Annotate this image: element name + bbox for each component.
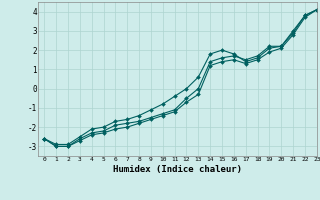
X-axis label: Humidex (Indice chaleur): Humidex (Indice chaleur) [113, 165, 242, 174]
